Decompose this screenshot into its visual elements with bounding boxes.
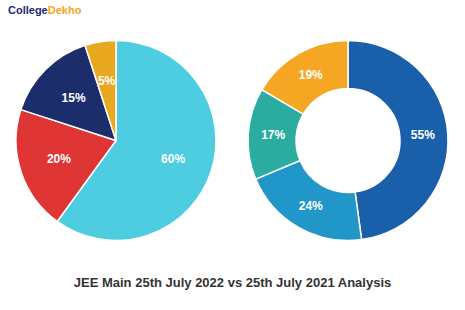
- svg-text:60%: 60%: [161, 152, 185, 166]
- svg-text:20%: 20%: [47, 152, 71, 166]
- svg-text:19%: 19%: [299, 68, 323, 82]
- svg-text:17%: 17%: [261, 128, 285, 142]
- html-text:College Dekho: College Dekho: [8, 4, 82, 16]
- svg-text:24%: 24%: [299, 199, 323, 213]
- html-text:JEE Main 25th July 2022 vs 25t: JEE Main 25th July 2022 vs 25th July 202…: [73, 275, 392, 290]
- svg-text:15%: 15%: [62, 91, 86, 105]
- svg-text:5%: 5%: [98, 74, 116, 88]
- svg-text:55%: 55%: [411, 128, 435, 142]
